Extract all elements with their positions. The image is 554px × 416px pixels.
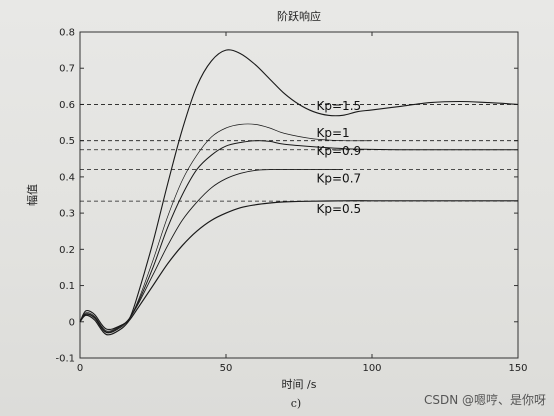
csdn-watermark: CSDN @嗯哼、是你呀 — [424, 392, 546, 407]
y-tick-label: 0.3 — [59, 209, 75, 220]
x-tick-label: 0 — [77, 363, 83, 374]
y-tick-label: 0.7 — [59, 64, 75, 75]
series-label: Kp=1 — [317, 126, 350, 140]
figure-caption: c) — [291, 397, 301, 410]
x-axis-label: 时间 /s — [282, 378, 317, 391]
series-line-kp-1 — [79, 123, 373, 332]
plot-frame — [79, 31, 519, 359]
y-tick-label: 0 — [69, 317, 75, 328]
x-tick-label: 50 — [220, 363, 233, 374]
series-label: Kp=0.9 — [317, 144, 362, 158]
y-tick-label: 0.2 — [59, 245, 75, 256]
y-tick-label: 0.8 — [59, 28, 75, 39]
x-tick-label: 100 — [362, 363, 381, 374]
series-line-kp-1-5 — [79, 49, 519, 330]
chart-title: 阶跃响应 — [277, 9, 321, 23]
y-axis-label: 幅值 — [26, 184, 39, 206]
series-label: Kp=0.5 — [317, 202, 362, 216]
series-line-kp-0-9 — [79, 140, 518, 333]
y-tick-label: 0.6 — [59, 100, 75, 111]
series-line-kp-0-5 — [79, 200, 518, 336]
y-tick-label: -0.1 — [55, 354, 75, 365]
x-tick-label: 150 — [508, 363, 527, 374]
series-line-kp-0-7 — [79, 169, 343, 334]
y-tick-label: 0.4 — [59, 172, 75, 183]
y-tick-label: 0.1 — [59, 281, 75, 292]
series-label: Kp=1.5 — [317, 99, 362, 113]
series-label: Kp=0.7 — [317, 171, 362, 185]
y-tick-label: 0.5 — [59, 136, 75, 147]
